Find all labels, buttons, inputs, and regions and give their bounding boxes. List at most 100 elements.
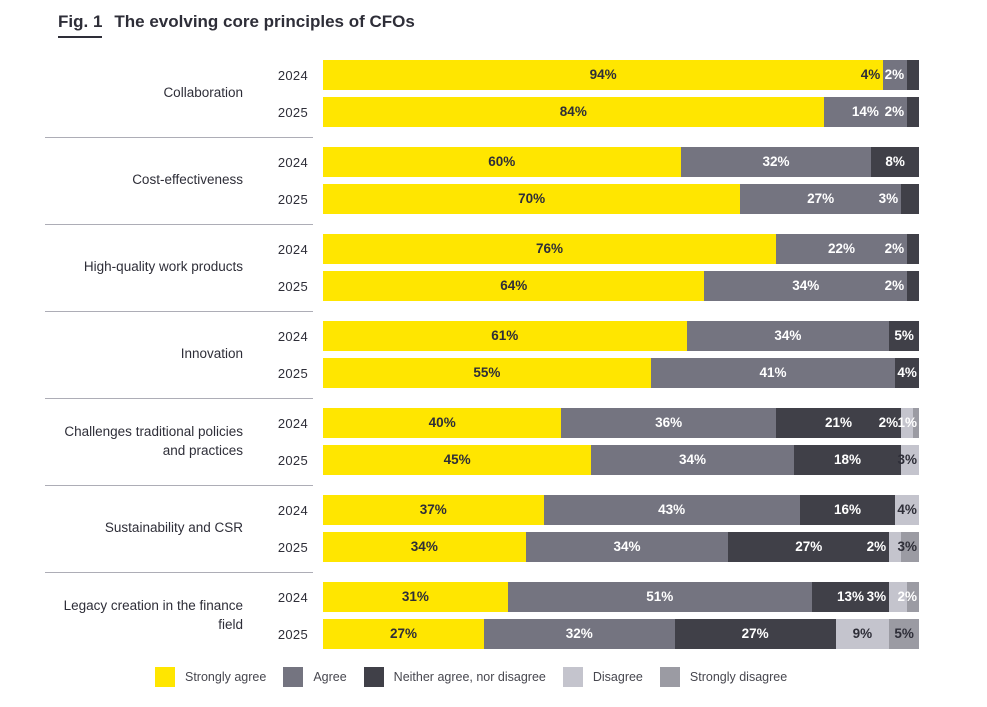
bar-segment-agree [686, 321, 890, 351]
segment-value-label: 37% [419, 502, 447, 517]
segment-value-label: 5% [894, 626, 914, 641]
year-label: 2025 [277, 366, 308, 381]
year-label: 2025 [277, 627, 308, 642]
segment-value-label: 22% [828, 241, 856, 256]
segment-value-label: 34% [613, 539, 641, 554]
segment-value-label: 60% [488, 154, 516, 169]
bar-segment-neither [674, 619, 836, 649]
stacked-bar: 94% 4% 2% [323, 60, 919, 90]
segment-value-label: 27% [389, 626, 417, 641]
segment-value-label: 45% [443, 452, 471, 467]
bar-segment-strongly-agree [323, 97, 824, 127]
group-divider [45, 311, 313, 312]
segment-value-label: 34% [410, 539, 438, 554]
stacked-bar: 31% 51% 13% 3% 2% [323, 582, 919, 612]
stacked-bar: 60% 32% 8% [323, 147, 919, 177]
bar-segment-agree [775, 234, 908, 264]
bar-segment-strongly-disagree [907, 582, 919, 612]
group-divider [45, 398, 313, 399]
segment-value-label: 43% [658, 502, 686, 517]
category-label: Cost-effectiveness [132, 172, 243, 188]
bar-segment-disagree [901, 408, 914, 438]
year-label: 2024 [277, 329, 308, 344]
bar-segment-agree [704, 271, 908, 301]
bar-segment-strongly-agree [323, 321, 687, 351]
bar-segment-neither [901, 184, 919, 214]
figure-title: Fig. 1 The evolving core principles of CF… [58, 12, 415, 38]
bar-segment-agree [883, 60, 908, 90]
bar-segment-neither [907, 234, 919, 264]
legend-swatch-agree [283, 667, 304, 687]
category-label: Innovation [180, 346, 243, 362]
year-label: 2025 [277, 540, 308, 555]
segment-value-label: 27% [795, 539, 823, 554]
segment-value-label: 13% [836, 589, 864, 604]
segment-value-label: 34% [792, 278, 820, 293]
segment-value-label: 3% [897, 539, 917, 554]
stacked-bar: 70% 27% 3% [323, 184, 919, 214]
segment-value-label: 70% [518, 191, 546, 206]
bar-segment-strongly-agree [323, 358, 651, 388]
year-label: 2024 [277, 68, 308, 83]
segment-value-label: 2% [878, 415, 899, 430]
bar-segment-neither [895, 358, 919, 388]
year-label: 2024 [277, 590, 308, 605]
bar-segment-neither [728, 532, 890, 562]
group-divider [45, 572, 313, 573]
group-divider [45, 224, 313, 225]
year-label: 2024 [277, 503, 308, 518]
legend: Strongly agree Agree Neither agree, nor … [155, 667, 787, 687]
segment-value-label: 2% [866, 539, 887, 554]
segment-value-label: 3% [897, 452, 917, 467]
segment-value-label: 1% [897, 415, 917, 430]
bar-segment-agree [507, 582, 812, 612]
bar-segment-strongly-agree [323, 184, 741, 214]
legend-swatch-neither [363, 667, 384, 687]
bar-segment-strongly-agree [323, 234, 776, 264]
segment-value-label: 61% [491, 328, 519, 343]
bar-segment-strongly-agree [323, 495, 544, 525]
segment-value-label: 41% [759, 365, 787, 380]
bar-segment-disagree [895, 495, 919, 525]
bar-segment-agree [543, 495, 800, 525]
segment-value-label: 51% [646, 589, 674, 604]
legend-label: Strongly agree [185, 670, 267, 684]
stacked-bar: 34% 34% 27% 2% 3% [323, 532, 919, 562]
stacked-bar: 27% 32% 27% 9% 5% [323, 619, 919, 649]
bar-segment-agree [650, 358, 896, 388]
category-label: Challenges traditional policies and prac… [64, 424, 243, 458]
segment-value-label: 64% [500, 278, 528, 293]
legend-item-strongly-agree: Strongly agree [155, 667, 266, 687]
category-label: Collaboration [163, 85, 243, 101]
segment-value-label: 32% [762, 154, 790, 169]
segment-value-label: 16% [833, 502, 861, 517]
figure-number: Fig. 1 [58, 12, 103, 38]
legend-swatch-strongly-agree [155, 667, 175, 687]
year-label: 2024 [277, 155, 308, 170]
segment-value-label: 2% [884, 278, 905, 293]
legend-item-neither: Neither agree, nor disagree [363, 667, 546, 687]
year-label: 2025 [277, 105, 308, 120]
bar-segment-strongly-agree [323, 147, 681, 177]
bar-segment-neither [811, 582, 890, 612]
bar-segment-strongly-disagree [901, 532, 919, 562]
stacked-bar: 55% 41% 4% [323, 358, 919, 388]
legend-swatch-strongly-disagree [659, 667, 680, 687]
bar-segment-disagree [901, 445, 919, 475]
segment-value-label: 55% [473, 365, 501, 380]
category-label: Legacy creation in the finance field [63, 598, 243, 632]
legend-swatch-disagree [562, 667, 583, 687]
segment-value-label: 32% [565, 626, 593, 641]
stacked-bar: 37% 43% 16% 4% [323, 495, 919, 525]
year-label: 2025 [277, 279, 308, 294]
legend-label: Agree [313, 670, 347, 684]
bar-segment-agree [740, 184, 902, 214]
bar-segment-neither [889, 321, 919, 351]
bar-segment-strongly-agree [323, 532, 526, 562]
segment-value-label: 2% [897, 589, 917, 604]
legend-label: Strongly disagree [689, 670, 788, 684]
legend-label: Disagree [592, 670, 643, 684]
bar-segment-neither [799, 495, 896, 525]
segment-value-label: 76% [535, 241, 563, 256]
